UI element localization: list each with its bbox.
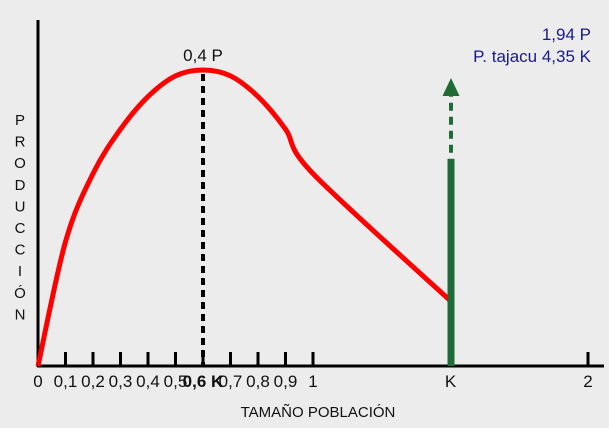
y-axis-label-letter: O bbox=[14, 155, 26, 172]
x-axis-label: TAMAÑO POBLACIÓN bbox=[241, 404, 396, 421]
x-tick-label: 2 bbox=[583, 372, 592, 391]
y-axis-label-letter: Ó bbox=[14, 285, 26, 302]
y-axis-label-letter: C bbox=[15, 242, 26, 259]
y-axis-label-letter: D bbox=[15, 177, 26, 194]
x-tick-label: 0,9 bbox=[274, 372, 298, 391]
annotation-bar bbox=[447, 158, 455, 366]
x-tick-labels: 0 0,1 0,2 0,3 0,4 0,50,6 K0,7 0,8 0,9 1 K 2 bbox=[33, 372, 592, 391]
x-tick-label: 0,8 bbox=[246, 372, 270, 391]
y-axis-label-letter: U bbox=[15, 198, 26, 215]
y-axis-label-letter: I bbox=[18, 263, 22, 280]
x-ticks bbox=[36, 352, 590, 366]
x-tick-label: 0,7 bbox=[219, 372, 243, 391]
x-tick-label: 1 bbox=[308, 372, 317, 391]
y-axis-label-letter: R bbox=[15, 134, 26, 151]
x-tick-label: 0,5 bbox=[164, 372, 188, 391]
x-tick-label: 0,6 K bbox=[183, 372, 224, 391]
y-axis-label-letter: P bbox=[15, 112, 25, 129]
x-tick-label: 0,4 bbox=[136, 372, 160, 391]
x-tick-label: 0,1 bbox=[54, 372, 78, 391]
x-tick-label: 0,3 bbox=[109, 372, 133, 391]
annotation-line-1: 1,94 P bbox=[542, 25, 591, 44]
annotation-line-2: P. tajacu 4,35 K bbox=[473, 47, 591, 66]
x-tick-label: 0 bbox=[33, 372, 42, 391]
peak-label: 0,4 P bbox=[183, 46, 223, 65]
y-axis-label-letter: C bbox=[15, 220, 26, 237]
up-arrow-icon bbox=[442, 78, 460, 96]
x-tick-label: 0,2 bbox=[81, 372, 105, 391]
y-axis-label-letter: N bbox=[15, 306, 26, 323]
x-tick-label: K bbox=[445, 372, 457, 391]
production-curve bbox=[35, 67, 453, 367]
